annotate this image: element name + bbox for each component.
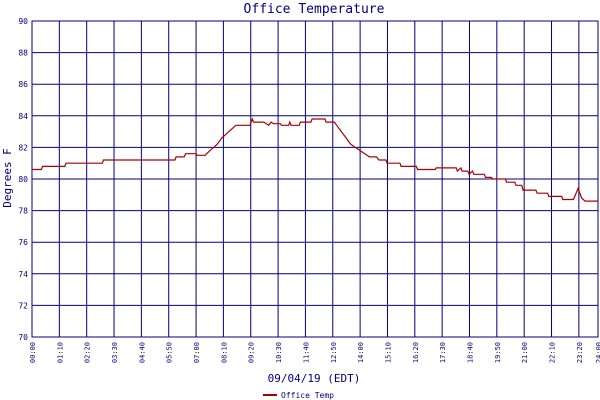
y-tick-label: 84 [18, 112, 28, 121]
x-tick-label: 04:40 [138, 342, 146, 363]
y-tick-label: 72 [18, 301, 28, 310]
y-axis-label: Degrees F [1, 148, 14, 208]
y-tick-label: 78 [18, 207, 28, 216]
x-tick-label: 14:00 [357, 342, 365, 363]
x-axis-label: 09/04/19 (EDT) [268, 372, 361, 385]
x-tick-label: 07:00 [193, 342, 201, 363]
chart-title: Office Temperature [244, 2, 385, 17]
x-tick-label: 11:40 [302, 342, 310, 363]
series-layer [32, 117, 598, 202]
x-tick-labels: 00:00 01:10 02:20 03:30 04:40 05:50 07:00 08:10… [29, 342, 600, 363]
x-tick-label: 01:10 [56, 342, 64, 363]
x-tick-label: 24:00 [595, 342, 600, 363]
x-tick-label: 10:30 [275, 342, 283, 363]
legend-label: Office Temp [281, 391, 334, 400]
x-tick-label: 23:20 [576, 342, 584, 363]
grid [31, 20, 599, 338]
y-tick-label: 86 [18, 80, 28, 89]
x-tick-label: 21:00 [521, 342, 529, 363]
x-tick-label: 09:20 [248, 342, 256, 363]
y-tick-label: 76 [18, 238, 28, 247]
x-tick-label: 19:50 [494, 342, 502, 363]
x-tick-label: 12:50 [330, 342, 338, 363]
x-tick-label: 03:30 [111, 342, 119, 363]
x-tick-label: 18:40 [466, 342, 474, 363]
plot-frame [31, 20, 599, 338]
x-tick-label: 16:20 [412, 342, 420, 363]
y-tick-label: 70 [18, 333, 28, 342]
y-tick-label: 90 [18, 17, 28, 26]
y-tick-labels: 70 72 74 76 78 80 82 84 86 88 90 [18, 17, 28, 342]
y-tick-label: 80 [18, 175, 28, 184]
x-tick-label: 05:50 [166, 342, 174, 363]
x-tick-label: 15:10 [384, 342, 392, 363]
x-tick-label: 02:20 [84, 342, 92, 363]
series-line-office-temp [32, 117, 598, 202]
y-tick-label: 74 [18, 270, 28, 279]
legend: Office Temp [263, 391, 334, 400]
x-tick-label: 17:30 [439, 342, 447, 363]
x-tick-label: 00:00 [29, 342, 37, 363]
x-tick-label: 08:10 [220, 342, 228, 363]
y-tick-label: 82 [18, 143, 28, 152]
x-tick-label: 22:10 [549, 342, 557, 363]
y-tick-label: 88 [18, 49, 28, 58]
